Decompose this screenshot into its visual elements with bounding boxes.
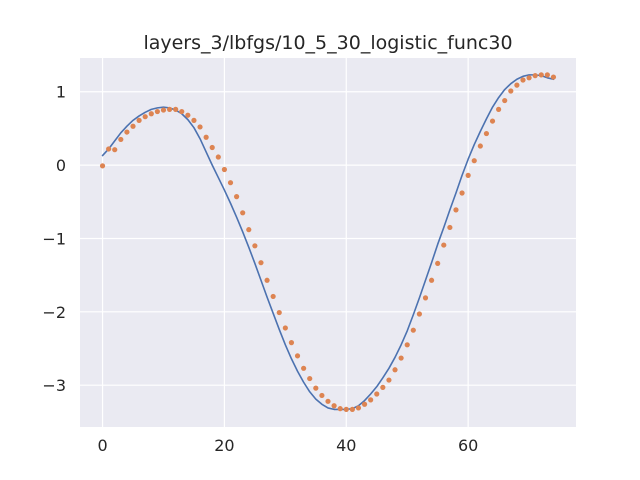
data-point: [532, 73, 538, 79]
data-point: [489, 118, 496, 124]
data-point: [325, 398, 331, 404]
data-point: [380, 384, 386, 390]
data-point: [160, 107, 167, 113]
data-point: [337, 406, 343, 412]
data-point: [203, 134, 209, 140]
data-point: [185, 112, 191, 118]
data-point: [166, 106, 173, 112]
plot-background: [80, 58, 576, 427]
data-point: [410, 327, 416, 333]
data-point: [276, 309, 282, 316]
data-point: [361, 401, 368, 407]
data-point: [106, 146, 112, 152]
x-tick-label: 60: [458, 436, 478, 455]
chart-title: layers_3/lbfgs/10_5_30_logistic_func30: [143, 32, 512, 54]
data-point: [435, 260, 441, 267]
y-tick-label: −1: [42, 229, 66, 248]
data-point: [246, 227, 252, 233]
x-tick-label: 0: [97, 436, 107, 455]
data-point: [233, 194, 240, 200]
data-point: [112, 147, 118, 153]
y-tick-label: 1: [56, 83, 66, 102]
data-point: [477, 143, 483, 149]
data-point: [124, 129, 130, 135]
data-point: [282, 325, 288, 331]
data-point: [294, 353, 301, 359]
y-tick-label: −3: [42, 376, 66, 395]
data-point: [404, 342, 410, 348]
data-point: [179, 108, 185, 115]
y-axis-ticks: 1 0 −1 −2 −3: [42, 83, 66, 395]
data-point: [550, 74, 557, 80]
x-axis-ticks: 0 20 40 60: [97, 436, 478, 455]
data-point: [173, 106, 179, 112]
data-point: [374, 391, 380, 397]
y-tick-label: 0: [56, 156, 66, 175]
data-point: [313, 385, 319, 391]
x-tick-label: 20: [214, 436, 234, 455]
data-point: [398, 355, 404, 361]
data-point: [209, 144, 215, 151]
data-point: [368, 397, 374, 403]
data-point: [258, 260, 264, 266]
data-point: [99, 163, 106, 169]
data-point: [252, 243, 258, 249]
data-point: [459, 190, 465, 196]
data-point: [520, 77, 526, 83]
data-point: [483, 130, 490, 137]
data-point: [416, 311, 423, 317]
data-point: [349, 406, 355, 412]
series-line: [101, 74, 555, 411]
data-point: [422, 295, 429, 301]
data-point: [465, 172, 471, 178]
data-point: [227, 180, 234, 186]
scatter-series: [99, 72, 557, 412]
data-point: [142, 114, 148, 120]
data-point: [502, 97, 508, 104]
data-point: [288, 340, 295, 346]
data-point: [264, 277, 270, 283]
data-point: [514, 82, 520, 88]
series-layer: [99, 72, 557, 412]
data-point: [447, 224, 453, 231]
data-point: [270, 293, 276, 300]
data-point: [343, 406, 349, 412]
data-point: [355, 405, 362, 411]
data-point: [331, 403, 337, 409]
data-point: [319, 392, 325, 399]
data-point: [496, 106, 502, 112]
data-point: [130, 123, 136, 129]
data-point: [301, 365, 307, 371]
data-point: [197, 124, 203, 130]
data-point: [428, 277, 435, 283]
data-point: [544, 72, 550, 78]
data-point: [441, 242, 447, 248]
data-point: [526, 75, 532, 81]
data-point: [471, 158, 477, 164]
data-point: [453, 207, 459, 213]
data-point: [386, 377, 392, 383]
grid: [80, 58, 576, 427]
data-point: [307, 375, 313, 382]
data-point: [392, 367, 398, 373]
data-point: [118, 136, 124, 143]
x-tick-label: 40: [336, 436, 356, 455]
data-point: [154, 108, 160, 115]
data-point: [215, 154, 221, 160]
data-point: [221, 166, 228, 173]
data-point: [240, 210, 246, 216]
data-point: [508, 88, 514, 94]
data-point: [136, 117, 142, 123]
y-tick-label: −2: [42, 303, 66, 322]
data-point: [148, 111, 154, 117]
data-point: [538, 72, 544, 78]
data-point: [191, 117, 197, 123]
